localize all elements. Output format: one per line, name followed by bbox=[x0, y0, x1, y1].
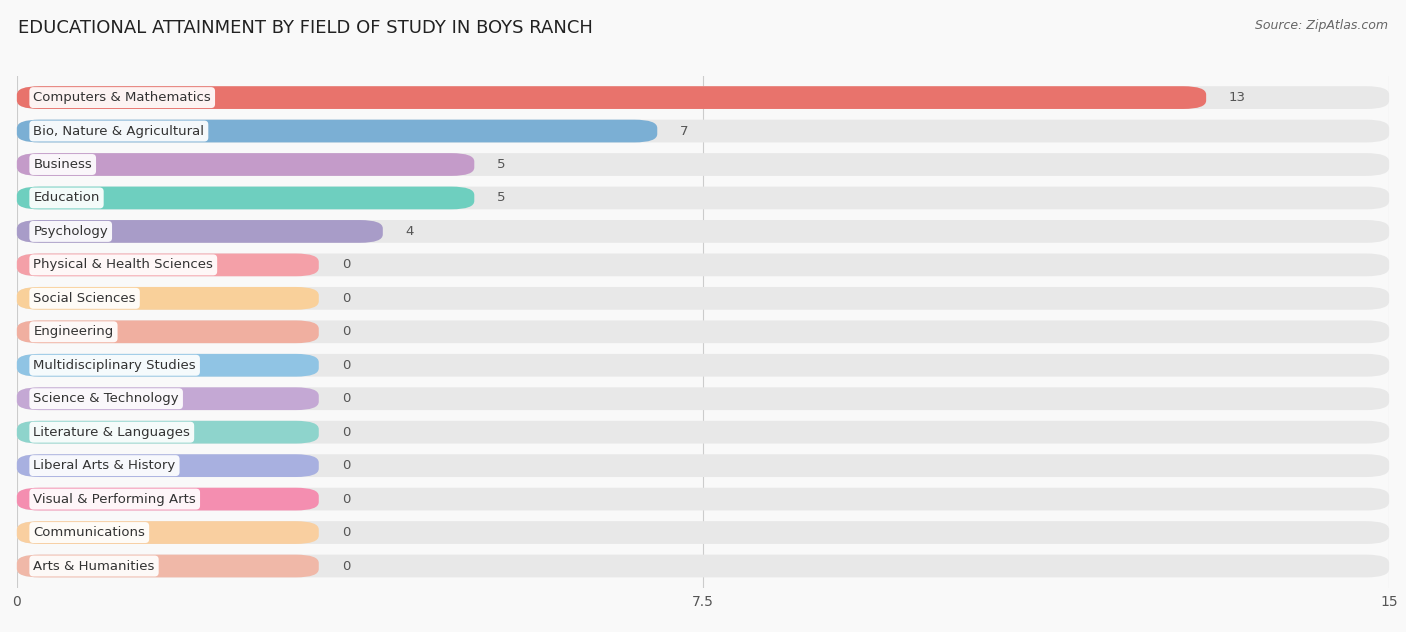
Text: Psychology: Psychology bbox=[34, 225, 108, 238]
Text: 0: 0 bbox=[342, 392, 350, 405]
Text: Communications: Communications bbox=[34, 526, 145, 539]
FancyBboxPatch shape bbox=[17, 454, 319, 477]
Text: Bio, Nature & Agricultural: Bio, Nature & Agricultural bbox=[34, 125, 204, 138]
Text: Multidisciplinary Studies: Multidisciplinary Studies bbox=[34, 359, 195, 372]
Text: EDUCATIONAL ATTAINMENT BY FIELD OF STUDY IN BOYS RANCH: EDUCATIONAL ATTAINMENT BY FIELD OF STUDY… bbox=[18, 19, 593, 37]
Text: Engineering: Engineering bbox=[34, 325, 114, 338]
FancyBboxPatch shape bbox=[17, 488, 319, 511]
Text: 0: 0 bbox=[342, 359, 350, 372]
Text: 7: 7 bbox=[681, 125, 689, 138]
FancyBboxPatch shape bbox=[17, 186, 1389, 209]
FancyBboxPatch shape bbox=[17, 86, 1206, 109]
Text: Social Sciences: Social Sciences bbox=[34, 292, 136, 305]
FancyBboxPatch shape bbox=[17, 119, 657, 142]
FancyBboxPatch shape bbox=[17, 320, 1389, 343]
Text: 0: 0 bbox=[342, 292, 350, 305]
FancyBboxPatch shape bbox=[17, 421, 1389, 444]
FancyBboxPatch shape bbox=[17, 354, 1389, 377]
Text: 0: 0 bbox=[342, 258, 350, 271]
Text: 5: 5 bbox=[498, 158, 506, 171]
Text: Education: Education bbox=[34, 191, 100, 205]
FancyBboxPatch shape bbox=[17, 555, 1389, 578]
Text: Source: ZipAtlas.com: Source: ZipAtlas.com bbox=[1254, 19, 1388, 32]
FancyBboxPatch shape bbox=[17, 555, 319, 578]
Text: 13: 13 bbox=[1229, 91, 1246, 104]
FancyBboxPatch shape bbox=[17, 521, 319, 544]
Text: 4: 4 bbox=[406, 225, 413, 238]
FancyBboxPatch shape bbox=[17, 454, 1389, 477]
Text: 0: 0 bbox=[342, 426, 350, 439]
Text: Literature & Languages: Literature & Languages bbox=[34, 426, 190, 439]
FancyBboxPatch shape bbox=[17, 354, 319, 377]
FancyBboxPatch shape bbox=[17, 186, 474, 209]
Text: Liberal Arts & History: Liberal Arts & History bbox=[34, 459, 176, 472]
Text: Visual & Performing Arts: Visual & Performing Arts bbox=[34, 492, 195, 506]
Text: Science & Technology: Science & Technology bbox=[34, 392, 179, 405]
FancyBboxPatch shape bbox=[17, 86, 1389, 109]
FancyBboxPatch shape bbox=[17, 421, 319, 444]
FancyBboxPatch shape bbox=[17, 521, 1389, 544]
Text: 5: 5 bbox=[498, 191, 506, 205]
Text: Business: Business bbox=[34, 158, 91, 171]
Text: 0: 0 bbox=[342, 526, 350, 539]
Text: 0: 0 bbox=[342, 459, 350, 472]
FancyBboxPatch shape bbox=[17, 220, 1389, 243]
Text: 0: 0 bbox=[342, 325, 350, 338]
FancyBboxPatch shape bbox=[17, 488, 1389, 511]
FancyBboxPatch shape bbox=[17, 387, 319, 410]
Text: Physical & Health Sciences: Physical & Health Sciences bbox=[34, 258, 214, 271]
FancyBboxPatch shape bbox=[17, 387, 1389, 410]
FancyBboxPatch shape bbox=[17, 287, 1389, 310]
Text: 0: 0 bbox=[342, 559, 350, 573]
Text: 0: 0 bbox=[342, 492, 350, 506]
FancyBboxPatch shape bbox=[17, 220, 382, 243]
Text: Computers & Mathematics: Computers & Mathematics bbox=[34, 91, 211, 104]
FancyBboxPatch shape bbox=[17, 253, 1389, 276]
FancyBboxPatch shape bbox=[17, 153, 474, 176]
FancyBboxPatch shape bbox=[17, 320, 319, 343]
FancyBboxPatch shape bbox=[17, 287, 319, 310]
Text: Arts & Humanities: Arts & Humanities bbox=[34, 559, 155, 573]
FancyBboxPatch shape bbox=[17, 119, 1389, 142]
FancyBboxPatch shape bbox=[17, 153, 1389, 176]
FancyBboxPatch shape bbox=[17, 253, 319, 276]
